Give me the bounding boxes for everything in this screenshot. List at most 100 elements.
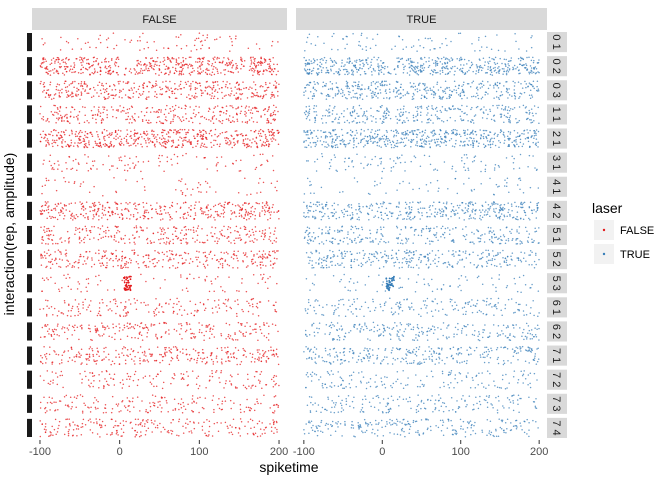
point bbox=[149, 353, 151, 355]
point bbox=[58, 83, 61, 86]
point bbox=[245, 202, 247, 204]
point bbox=[263, 213, 266, 216]
point bbox=[177, 64, 180, 66]
point bbox=[172, 306, 174, 309]
point bbox=[513, 64, 516, 67]
point bbox=[478, 36, 480, 39]
point bbox=[133, 360, 135, 362]
point bbox=[68, 145, 70, 147]
point bbox=[401, 38, 404, 41]
point bbox=[233, 254, 236, 256]
point bbox=[165, 85, 167, 88]
point bbox=[79, 253, 82, 256]
point bbox=[271, 323, 274, 325]
point bbox=[99, 89, 102, 91]
point bbox=[208, 430, 210, 433]
point bbox=[51, 215, 53, 218]
point bbox=[223, 56, 225, 59]
point bbox=[484, 35, 487, 38]
point bbox=[443, 66, 446, 69]
point bbox=[260, 62, 262, 65]
point bbox=[53, 401, 55, 403]
point bbox=[402, 72, 405, 74]
point bbox=[141, 351, 144, 354]
point bbox=[264, 113, 266, 116]
point bbox=[67, 264, 69, 267]
point bbox=[66, 96, 68, 98]
point bbox=[275, 106, 277, 109]
point bbox=[220, 156, 223, 158]
point bbox=[114, 424, 116, 427]
point bbox=[128, 144, 130, 147]
point bbox=[402, 48, 404, 50]
point bbox=[39, 112, 41, 115]
point bbox=[137, 263, 139, 265]
point bbox=[91, 349, 94, 352]
point bbox=[268, 206, 271, 209]
point bbox=[221, 362, 223, 365]
point bbox=[260, 402, 262, 405]
point bbox=[215, 355, 218, 357]
point bbox=[120, 140, 122, 143]
point bbox=[107, 201, 109, 204]
point bbox=[143, 215, 145, 217]
point bbox=[166, 255, 168, 257]
point bbox=[244, 325, 246, 328]
point bbox=[71, 405, 73, 408]
point bbox=[96, 142, 98, 145]
point bbox=[532, 71, 535, 74]
point bbox=[212, 363, 215, 365]
point bbox=[107, 145, 110, 148]
point bbox=[218, 88, 221, 90]
point bbox=[206, 256, 208, 259]
point bbox=[223, 225, 225, 228]
point bbox=[343, 65, 345, 68]
point bbox=[252, 120, 255, 123]
point bbox=[225, 360, 227, 363]
point bbox=[274, 383, 276, 386]
point bbox=[470, 61, 473, 64]
point bbox=[218, 307, 221, 309]
point bbox=[531, 35, 533, 37]
point bbox=[89, 131, 91, 134]
point bbox=[98, 218, 100, 221]
point bbox=[45, 145, 47, 147]
point bbox=[194, 214, 197, 216]
point bbox=[86, 290, 88, 292]
point bbox=[260, 135, 263, 137]
point bbox=[183, 64, 185, 67]
point bbox=[227, 202, 229, 204]
point bbox=[199, 85, 202, 87]
point bbox=[129, 41, 131, 43]
point bbox=[160, 354, 163, 356]
point bbox=[374, 82, 377, 85]
point bbox=[93, 106, 95, 108]
point bbox=[226, 228, 229, 231]
point bbox=[81, 378, 83, 381]
point bbox=[417, 69, 420, 72]
point bbox=[276, 250, 278, 252]
point bbox=[153, 402, 156, 405]
point bbox=[154, 143, 156, 145]
point bbox=[70, 144, 72, 147]
point bbox=[479, 87, 482, 89]
point bbox=[367, 67, 370, 70]
point bbox=[250, 361, 253, 363]
point bbox=[212, 312, 214, 314]
point bbox=[172, 109, 175, 112]
point bbox=[175, 188, 177, 191]
point bbox=[192, 129, 195, 132]
point bbox=[220, 334, 223, 337]
point bbox=[252, 74, 254, 76]
point bbox=[147, 137, 149, 139]
point bbox=[251, 92, 254, 94]
point bbox=[261, 257, 264, 260]
point bbox=[93, 225, 96, 228]
point bbox=[68, 418, 70, 420]
point bbox=[46, 252, 48, 255]
point bbox=[475, 72, 477, 75]
point bbox=[428, 64, 431, 67]
point bbox=[55, 69, 58, 72]
point bbox=[66, 94, 69, 96]
point bbox=[155, 138, 158, 141]
